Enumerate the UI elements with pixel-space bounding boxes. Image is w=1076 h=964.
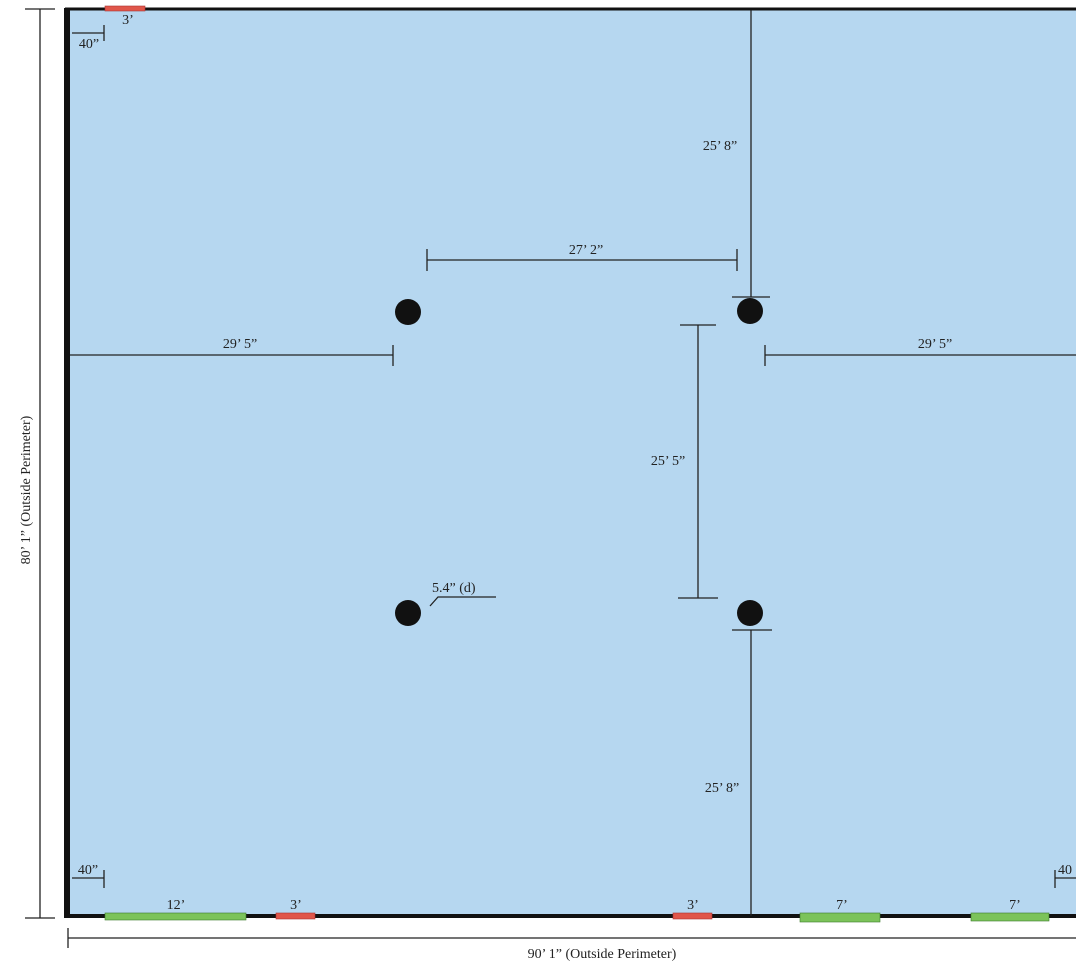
dimension-lines — [70, 10, 1076, 916]
dimension-label: 25’ 8” — [705, 781, 739, 796]
dimension-label: 25’ 8” — [703, 139, 737, 154]
dimension-label: 25’ 5” — [651, 454, 685, 469]
opening-label: 7’ — [1009, 898, 1021, 913]
dimension-label: 29’ 5” — [223, 337, 257, 352]
dimension-label: 29’ 5” — [918, 337, 952, 352]
dimension-label: 27’ 2” — [569, 243, 603, 258]
opening-label: 7’ — [836, 898, 848, 913]
dimension-label: 40” — [79, 37, 99, 52]
overhead-door — [104, 912, 247, 921]
column — [737, 298, 763, 324]
dimension-label: 40” — [78, 863, 98, 878]
opening-label: 3’ — [290, 898, 302, 913]
column — [395, 600, 421, 626]
width-dimension — [67, 928, 1076, 948]
door — [672, 912, 713, 920]
column — [737, 600, 763, 626]
opening-label: 3’ — [122, 13, 134, 28]
opening-label: 12’ — [167, 898, 186, 913]
door — [275, 912, 316, 920]
overhead-door — [970, 912, 1050, 922]
dimension-label: 40 — [1058, 863, 1072, 878]
column — [395, 299, 421, 325]
overhead-door — [799, 912, 881, 923]
floor — [65, 9, 1076, 917]
dimension-label: 5.4” (d) — [432, 581, 476, 596]
opening-label: 3’ — [687, 898, 699, 913]
door — [104, 5, 146, 12]
width-label: 90’ 1” (Outside Perimeter) — [528, 947, 677, 962]
height-label: 80’ 1” (Outside Perimeter) — [19, 415, 34, 564]
height-dimension — [25, 8, 55, 919]
